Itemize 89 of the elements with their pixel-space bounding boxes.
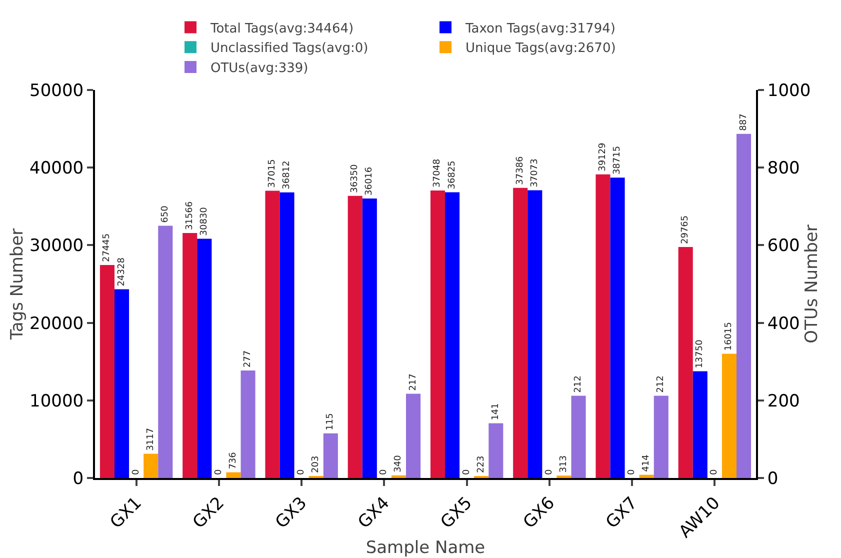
data-label: 115 xyxy=(326,413,336,430)
bar xyxy=(158,226,173,478)
bar xyxy=(323,433,338,478)
data-label: 24328 xyxy=(116,257,127,286)
data-label: 36016 xyxy=(364,166,375,196)
data-label: 37386 xyxy=(515,156,526,185)
y-tick-label: 20000 xyxy=(30,314,84,334)
legend-label: OTUs(avg:339) xyxy=(210,61,308,76)
data-label: 0 xyxy=(462,469,472,475)
bar xyxy=(596,174,610,478)
data-label: 0 xyxy=(379,469,390,475)
legend-label: Taxon Tags(avg:31794) xyxy=(464,21,616,36)
data-label: 13750 xyxy=(695,339,706,368)
bar xyxy=(391,475,406,478)
y2-tick-label: 1000 xyxy=(767,80,811,101)
legend-label: Unclassified Tags(avg:0) xyxy=(210,41,368,56)
bar xyxy=(692,371,708,478)
bar xyxy=(280,192,294,478)
data-label: 141 xyxy=(490,403,501,420)
y-tick-label: 40000 xyxy=(30,158,84,179)
y-tick-label: 0 xyxy=(72,468,84,489)
data-label: 313 xyxy=(558,455,569,473)
bar xyxy=(144,454,158,478)
y-tick-label: 10000 xyxy=(30,391,84,412)
y2-axis-title: OTUs Number xyxy=(802,224,822,344)
data-label: 340 xyxy=(394,454,404,472)
data-label: 0 xyxy=(214,469,224,475)
data-label: 37048 xyxy=(432,158,443,188)
data-label: 212 xyxy=(574,376,584,393)
bar xyxy=(513,188,528,478)
data-label: 27445 xyxy=(102,233,112,262)
data-label: 212 xyxy=(656,376,666,393)
data-label: 887 xyxy=(738,114,749,131)
y-tick-label: 50000 xyxy=(30,80,84,101)
data-label: 30830 xyxy=(199,206,210,236)
bar xyxy=(678,247,693,478)
bar xyxy=(430,190,445,478)
bar xyxy=(197,238,212,478)
data-label: 0 xyxy=(296,469,307,475)
data-label: 0 xyxy=(544,469,554,475)
x-axis-title: Sample Name xyxy=(366,538,486,558)
y2-tick-label: 400 xyxy=(767,314,800,334)
data-label: 650 xyxy=(160,205,170,223)
data-label: 277 xyxy=(243,350,254,368)
data-label: 203 xyxy=(311,456,322,473)
data-label: 36350 xyxy=(350,164,360,193)
data-label: 38715 xyxy=(612,146,623,175)
bar xyxy=(445,192,460,478)
bar xyxy=(528,190,542,478)
bar xyxy=(114,289,130,478)
data-label: 736 xyxy=(228,452,238,470)
data-label: 39129 xyxy=(598,142,608,172)
x-tick-label: GX1 xyxy=(106,493,146,533)
legend-label: Unique Tags(avg:2670) xyxy=(466,41,616,56)
y2-tick-label: 200 xyxy=(767,391,800,412)
data-label: 3117 xyxy=(146,428,156,451)
data-label: 217 xyxy=(408,374,418,391)
bar xyxy=(654,396,668,478)
data-label: 0 xyxy=(710,469,720,475)
bar xyxy=(406,394,421,478)
data-label: 0 xyxy=(131,469,142,475)
legend-label: Total Tags(avg:34464) xyxy=(210,21,354,36)
data-label: 414 xyxy=(642,454,652,472)
bar xyxy=(100,265,114,478)
data-label: 29765 xyxy=(680,215,691,244)
bar xyxy=(639,474,654,478)
data-label: 223 xyxy=(476,456,486,473)
bar xyxy=(610,178,625,478)
bar xyxy=(226,472,241,478)
bar xyxy=(182,233,198,478)
bar xyxy=(571,396,586,478)
bar xyxy=(348,196,362,478)
y-axis-title: Tags Number xyxy=(8,228,28,341)
y-tick-label: 30000 xyxy=(30,236,84,256)
data-label: 0 xyxy=(627,469,638,475)
y2-tick-label: 800 xyxy=(767,158,800,179)
bar xyxy=(488,423,504,478)
data-label: 37015 xyxy=(267,159,278,188)
bar xyxy=(265,190,280,478)
bar xyxy=(240,370,256,478)
bar xyxy=(736,134,752,478)
data-label: 36825 xyxy=(447,160,458,190)
y2-tick-label: 600 xyxy=(767,236,800,256)
y2-tick-label: 0 xyxy=(767,468,778,489)
data-label: 36812 xyxy=(282,160,292,190)
bar xyxy=(362,198,377,478)
data-label: 37073 xyxy=(530,158,540,188)
data-label: 31566 xyxy=(184,201,195,230)
data-label: 16015 xyxy=(724,322,734,351)
